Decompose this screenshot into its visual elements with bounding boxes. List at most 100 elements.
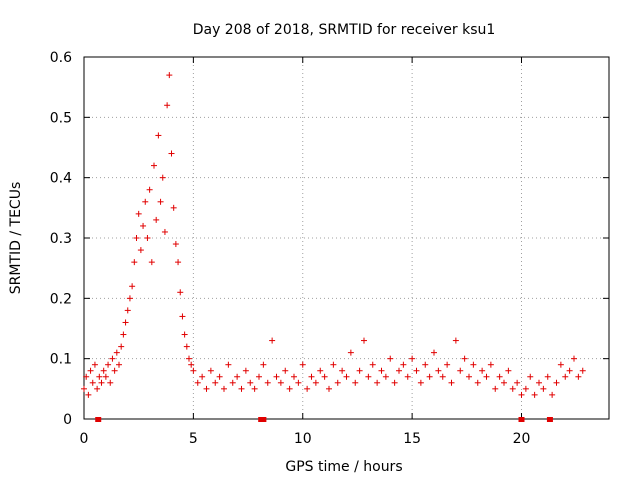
data-point [422, 361, 429, 368]
data-point [378, 367, 385, 374]
data-point [142, 198, 149, 205]
data-point [330, 361, 337, 368]
data-point [356, 367, 363, 374]
data-point [400, 361, 407, 368]
y-tick-label: 0.6 [50, 50, 72, 66]
data-point [170, 204, 177, 211]
data-point [172, 241, 179, 248]
data-point [562, 373, 569, 380]
data-point [470, 361, 477, 368]
data-point [396, 367, 402, 374]
gap-marker [260, 417, 267, 422]
data-point [131, 259, 138, 266]
data-point [409, 355, 416, 362]
data-point [549, 391, 556, 398]
data-point [527, 373, 534, 380]
data-point [361, 337, 367, 344]
data-point [304, 385, 311, 392]
data-point [96, 373, 103, 380]
data-point [369, 361, 376, 368]
y-tick-label: 0.2 [50, 291, 72, 307]
data-point [207, 367, 214, 374]
y-tick-label: 0.3 [50, 231, 72, 247]
data-point [148, 259, 155, 266]
data-point [102, 373, 109, 380]
gap-marker [546, 417, 553, 422]
data-point [242, 367, 249, 374]
data-point [264, 379, 271, 386]
data-point [151, 162, 157, 169]
data-point [234, 373, 241, 380]
data-point [365, 373, 372, 380]
data-point [146, 186, 153, 193]
data-point [496, 373, 503, 380]
y-axis-label: SRMTID / TECUs [8, 182, 24, 295]
data-point [317, 367, 324, 374]
data-point [457, 367, 464, 374]
data-point [133, 235, 140, 241]
data-point [474, 379, 481, 386]
data-point [448, 379, 455, 386]
data-point [382, 373, 389, 380]
data-point [553, 379, 560, 386]
data-point [339, 367, 346, 374]
data-point [483, 373, 490, 380]
data-point [479, 367, 486, 374]
data-point [168, 150, 175, 157]
data-point [89, 379, 96, 386]
data-point [544, 373, 551, 380]
data-point [135, 210, 142, 217]
data-point [91, 361, 98, 368]
data-point [579, 367, 586, 374]
chart-title: Day 208 of 2018, SRMTID for receiver ksu… [193, 22, 496, 38]
data-point [144, 235, 151, 241]
data-point [321, 373, 328, 380]
x-tick-label: 10 [294, 431, 312, 447]
data-point [269, 337, 276, 344]
data-point [179, 313, 186, 320]
data-point [113, 349, 120, 356]
data-point [83, 373, 90, 380]
data-point [109, 355, 116, 362]
data-point [439, 373, 446, 380]
data-point [100, 367, 107, 374]
data-point [129, 283, 136, 290]
data-point [575, 373, 582, 380]
data-point [137, 247, 144, 254]
data-point [251, 385, 258, 392]
data-point [229, 379, 236, 386]
data-point [514, 379, 521, 386]
data-point [126, 295, 133, 302]
data-point [282, 367, 289, 374]
data-point [256, 373, 262, 380]
x-axis-label: GPS time / hours [285, 459, 402, 475]
y-tick-label: 0.5 [50, 110, 72, 126]
data-point [188, 361, 195, 368]
data-point [238, 385, 245, 392]
data-point [199, 373, 206, 380]
data-point [107, 379, 114, 386]
data-point [312, 379, 319, 386]
y-tick-label: 0.1 [50, 352, 72, 368]
data-point [186, 355, 192, 362]
data-point [153, 216, 160, 223]
data-point [557, 361, 564, 368]
data-point [308, 373, 315, 380]
data-point [343, 373, 350, 380]
data-point [426, 373, 433, 380]
data-point [452, 337, 459, 344]
data-point [492, 385, 499, 392]
gap-marker [518, 417, 525, 422]
data-point [161, 228, 168, 235]
data-point [177, 289, 184, 296]
data-point [509, 385, 516, 392]
gap-markers [95, 417, 553, 422]
data-point [277, 379, 284, 386]
gap-marker [95, 417, 102, 422]
data-point [120, 331, 127, 338]
data-point [536, 379, 542, 386]
x-tick-label: 15 [403, 431, 421, 447]
data-point [181, 331, 188, 338]
data-point [175, 259, 182, 266]
